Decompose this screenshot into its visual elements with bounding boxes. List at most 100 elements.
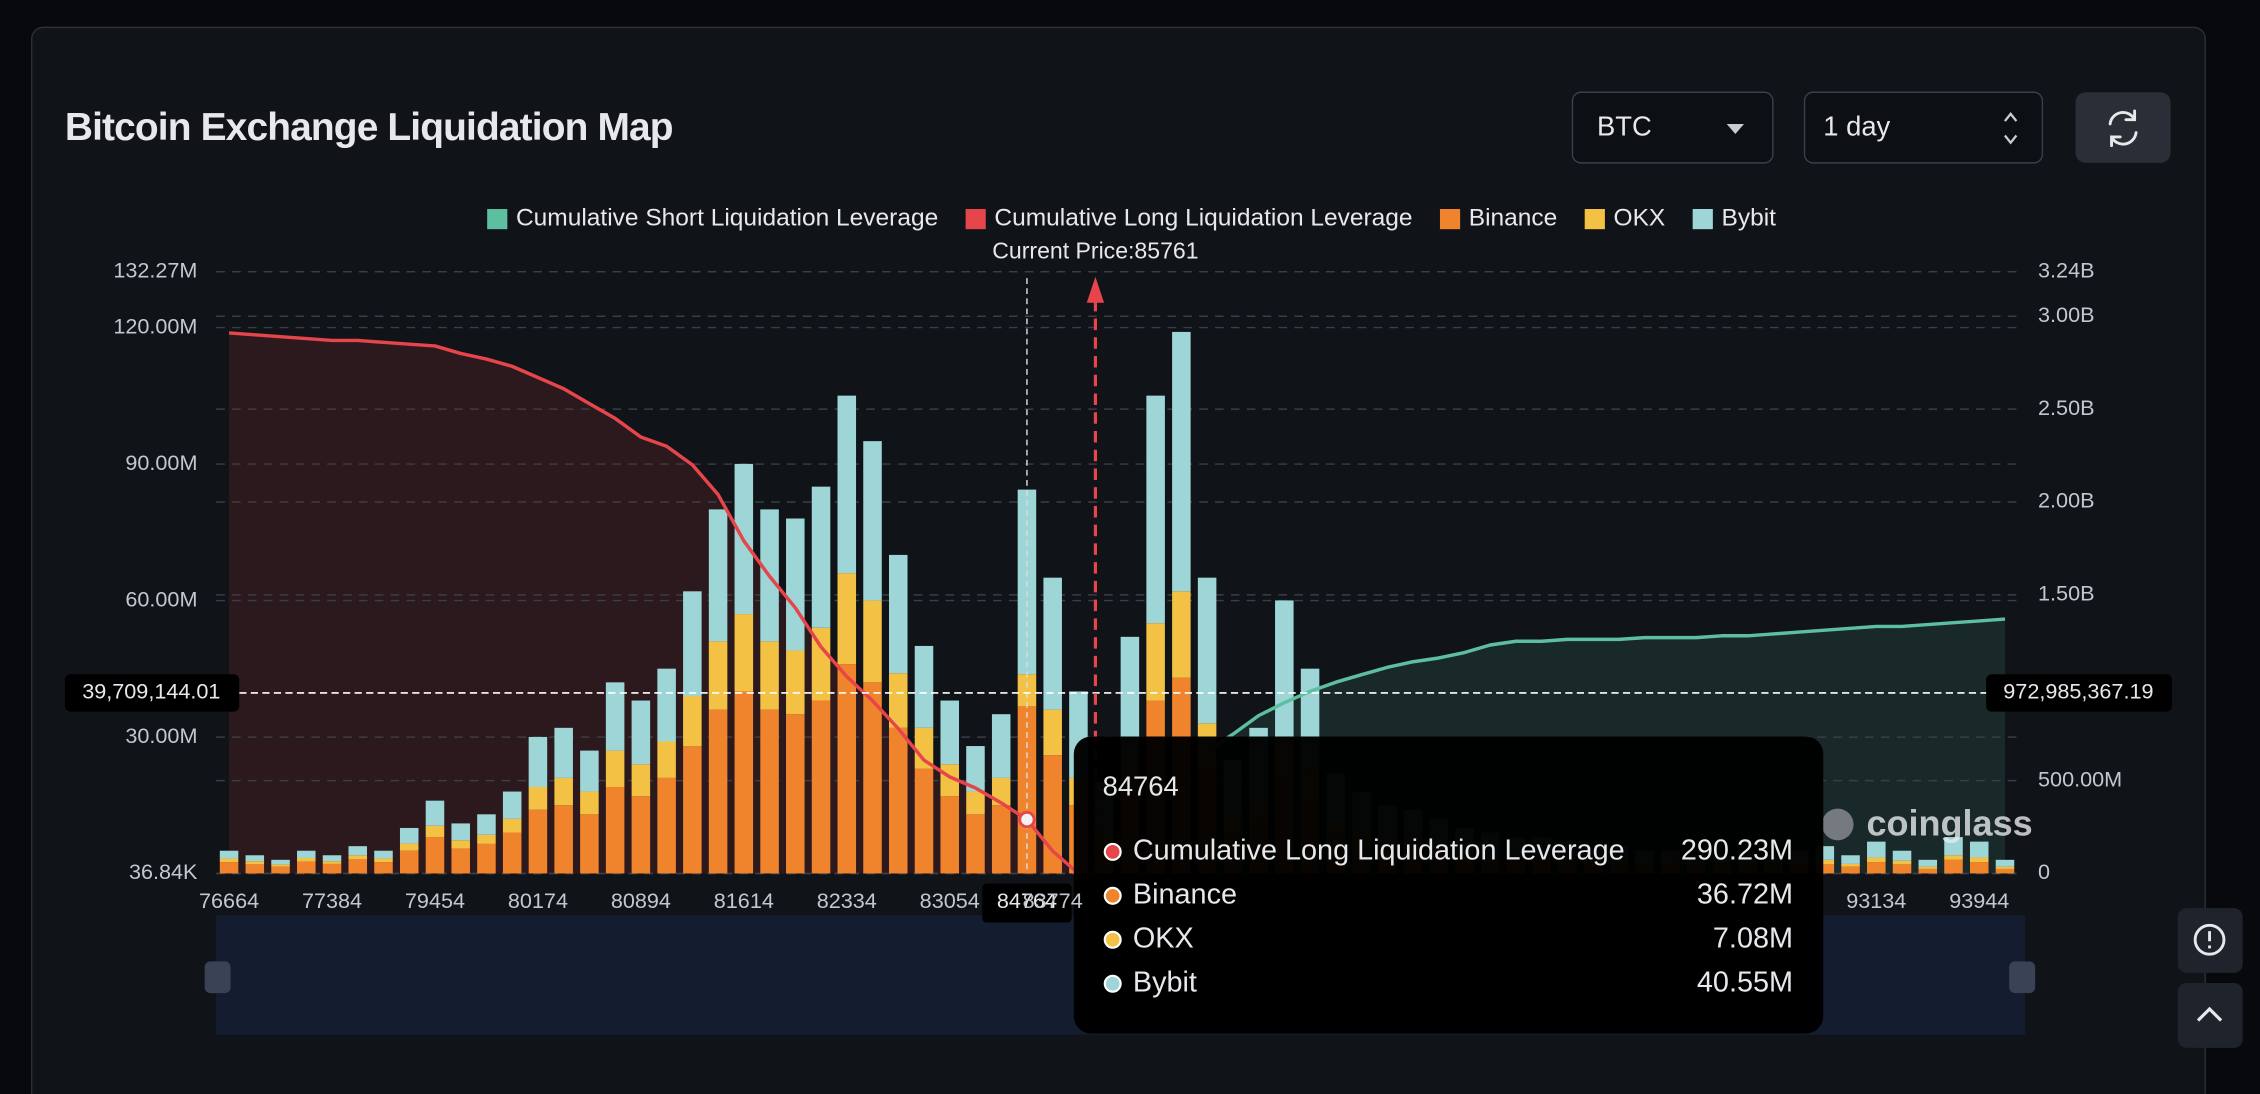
bar-segment (271, 866, 290, 874)
bar-segment (580, 791, 599, 815)
bar-segment (966, 814, 985, 874)
legend-swatch (1584, 208, 1605, 230)
bar-segment (734, 614, 754, 692)
x-tick-label: 93944 (1949, 888, 2009, 913)
bar-segment (348, 859, 368, 874)
y-tick-label: 132.27M (113, 257, 197, 282)
bar-segment (657, 668, 676, 742)
bar-segment (580, 750, 599, 792)
chevron-icon[interactable] (1726, 123, 1745, 135)
legend-swatch (965, 208, 986, 230)
symbol-select[interactable]: BTC (1571, 91, 1774, 164)
bar-segment (657, 777, 676, 874)
bar-segment (1892, 860, 1912, 865)
bar-segment (837, 395, 857, 574)
bar-segment (1017, 706, 1037, 874)
line (1206, 617, 2006, 753)
refresh-button[interactable] (2075, 92, 2171, 163)
bar-segment (863, 441, 882, 601)
bar-segment (888, 673, 908, 728)
legend-label: Cumulative Short Liquidation Leverage (516, 205, 938, 232)
tooltip-value: 40.55M (1697, 966, 1793, 998)
bar-segment (1172, 331, 1191, 592)
y2-tick-label: 2.00B (2038, 488, 2094, 513)
y2-tick-label: 3.24B (2038, 257, 2094, 282)
bar-segment (219, 858, 239, 863)
bar-segment (786, 714, 805, 874)
bar-segment (914, 727, 934, 769)
current-price-arrow (1086, 276, 1105, 303)
bar-segment (760, 641, 779, 710)
bar-segment (940, 796, 959, 874)
bar-segment (631, 796, 651, 874)
crosshair-label: 972,985,367.19 (2003, 679, 2153, 704)
bar-segment (708, 509, 728, 642)
select-box[interactable] (1571, 91, 1774, 164)
legend-label: Bybit (1721, 205, 1776, 232)
bar-segment (528, 736, 548, 788)
bar-segment (1146, 395, 1165, 624)
bar-segment (348, 846, 368, 856)
legend-swatch (1692, 208, 1713, 230)
select-box[interactable] (1803, 91, 2044, 164)
period-select[interactable]: 1 day (1803, 91, 2044, 164)
bar-segment (245, 855, 265, 862)
bar-segment (374, 862, 393, 874)
x-tick-label: 83054 (920, 888, 980, 913)
bar-segment (451, 823, 470, 841)
refresh-icon[interactable] (2108, 109, 2138, 148)
bar-segment (374, 858, 393, 863)
zoom-handle[interactable] (2009, 961, 2036, 994)
bar-segment (399, 843, 419, 851)
bar-segment (811, 627, 831, 701)
bar-segment (683, 746, 702, 874)
bar-segment (425, 837, 445, 874)
y-tick-label: 36.84K (129, 859, 198, 884)
button-bg[interactable] (2075, 92, 2171, 163)
bar-segment (1172, 591, 1191, 678)
zoom-handle[interactable] (204, 961, 231, 994)
legend-label: OKX (1614, 205, 1666, 232)
select-value[interactable]: 1 day (1823, 111, 1890, 142)
x-tick-label: 93134 (1846, 888, 1906, 913)
tooltip-dot (1103, 930, 1122, 949)
top-button[interactable] (2177, 983, 2243, 1048)
bar-segment (1815, 864, 1835, 874)
feedback-icon[interactable] (2193, 923, 2226, 956)
bar-segment (1969, 841, 1989, 858)
tooltip-value: 7.08M (1713, 922, 1793, 954)
bar-segment (1995, 868, 2015, 874)
bar-segment (554, 777, 573, 806)
bar-segment (374, 850, 393, 859)
bar-segment (348, 855, 368, 860)
bar-segment (1995, 859, 2015, 867)
bar-segment (863, 600, 882, 683)
bar-segment (811, 486, 831, 628)
select-value[interactable]: BTC (1597, 111, 1652, 142)
legend-swatch (487, 208, 508, 230)
bar-segment (1944, 855, 1963, 860)
bar-segment (1841, 855, 1860, 864)
tooltip-box (1073, 736, 1824, 1034)
bar-segment (1275, 600, 1294, 737)
bar-segment (1841, 863, 1860, 867)
bar-segment (760, 709, 779, 874)
bar-segment (1120, 636, 1140, 756)
bar-segment (991, 714, 1011, 778)
bar-segment (1969, 857, 1989, 863)
bar-segment (477, 834, 496, 844)
bar-segment (477, 814, 496, 835)
bar-segment (1867, 862, 1886, 874)
updown-icon[interactable] (2003, 112, 2018, 145)
up-icon[interactable] (2196, 1006, 2223, 1022)
bar-segment (837, 664, 857, 874)
bar-segment (1043, 709, 1062, 756)
tooltip-dot (1103, 886, 1122, 905)
x-tick-label: 79454 (405, 888, 465, 913)
bar-segment (580, 814, 599, 874)
tooltip-value: 290.23M (1681, 834, 1793, 866)
bar-segment (502, 818, 522, 833)
tooltip-title: 84764 (1103, 771, 1179, 802)
bar-segment (399, 850, 419, 874)
bar-segment (888, 554, 908, 674)
